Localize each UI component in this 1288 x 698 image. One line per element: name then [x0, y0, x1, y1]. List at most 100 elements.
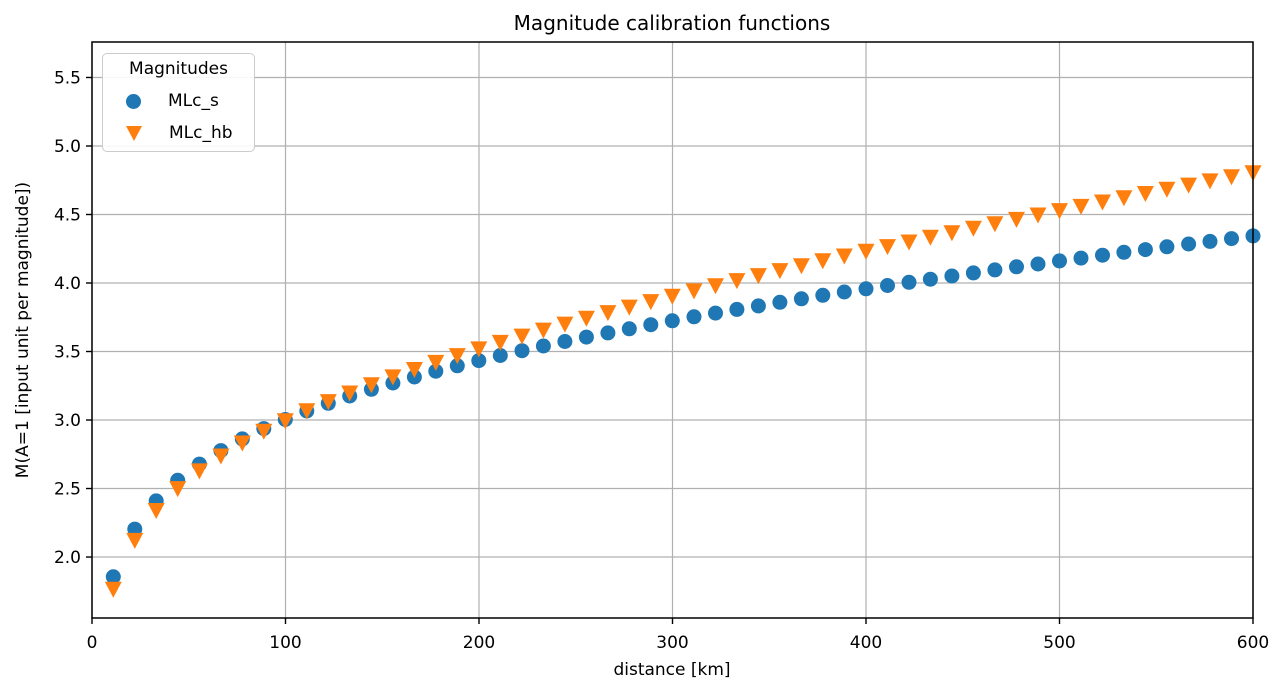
data-point-mlc-hb	[792, 258, 810, 275]
data-point-mlc-s	[1181, 236, 1197, 252]
y-tick-label: 5.5	[54, 68, 81, 88]
data-point-mlc-s	[449, 358, 465, 374]
data-point-mlc-hb	[707, 278, 724, 295]
data-point-mlc-s	[815, 287, 831, 303]
x-tick-label: 600	[1237, 633, 1269, 653]
y-tick-label: 4.5	[54, 205, 81, 225]
data-point-mlc-hb	[362, 377, 380, 394]
x-axis-label: distance [km]	[613, 660, 731, 680]
circle-marker-icon	[126, 93, 141, 109]
data-point-mlc-hb	[857, 243, 875, 260]
y-tick-label: 3.0	[54, 411, 81, 431]
data-point-mlc-hb	[298, 403, 316, 420]
y-tick-label: 3.5	[54, 343, 81, 363]
legend-item-mlc-hb: MLc_hb	[103, 117, 254, 149]
data-point-mlc-hb	[1008, 211, 1025, 228]
data-point-mlc-s	[1095, 247, 1110, 263]
data-point-mlc-hb	[1072, 198, 1090, 215]
data-point-mlc-s	[729, 301, 745, 317]
data-point-mlc-hb	[900, 234, 918, 251]
x-tick-label: 0	[87, 633, 98, 653]
chart-title: Magnitude calibration functions	[513, 11, 831, 35]
data-point-mlc-hb	[814, 253, 832, 270]
data-point-mlc-hb	[534, 322, 552, 339]
data-point-mlc-hb	[448, 348, 466, 365]
y-tick-label: 2.5	[54, 480, 81, 500]
data-point-mlc-hb	[341, 385, 359, 402]
data-point-mlc-s	[772, 294, 788, 310]
data-point-mlc-hb	[835, 248, 853, 265]
y-tick-label: 5.0	[54, 137, 81, 157]
data-point-mlc-s	[557, 334, 573, 349]
data-point-mlc-s	[922, 271, 938, 287]
data-point-mlc-s	[664, 313, 680, 329]
x-tick-label: 300	[656, 633, 688, 653]
triangle-down-marker-icon	[126, 125, 142, 141]
data-point-mlc-hb	[986, 216, 1004, 233]
data-point-mlc-hb	[1136, 186, 1154, 202]
data-point-mlc-s	[535, 338, 551, 354]
x-tick-label: 400	[850, 633, 882, 653]
data-point-mlc-s	[708, 305, 723, 321]
data-point-mlc-s	[1073, 250, 1089, 266]
data-point-mlc-s	[1202, 233, 1218, 249]
data-point-mlc-hb	[921, 229, 939, 246]
data-point-mlc-hb	[190, 463, 208, 480]
data-point-mlc-hb	[728, 273, 746, 290]
data-point-mlc-s	[428, 363, 444, 379]
data-point-mlc-s	[686, 309, 702, 325]
data-point-mlc-s	[1224, 231, 1239, 247]
data-point-mlc-hb	[470, 341, 488, 358]
data-point-mlc-s	[1116, 244, 1132, 260]
legend-label-mlc-hb: MLc_hb	[169, 123, 233, 143]
data-point-mlc-hb	[104, 581, 122, 598]
data-point-mlc-hb	[599, 305, 617, 322]
data-point-mlc-hb	[384, 369, 402, 386]
legend-item-mlc-s: MLc_s	[103, 85, 254, 117]
data-point-mlc-hb	[642, 294, 660, 311]
data-point-mlc-hb	[1029, 207, 1047, 224]
data-point-mlc-s	[965, 265, 981, 281]
data-point-mlc-hb	[126, 532, 144, 549]
data-point-mlc-s	[858, 281, 874, 297]
y-tick-label: 4.0	[54, 274, 81, 294]
data-point-mlc-hb	[577, 310, 595, 327]
data-point-mlc-s	[514, 343, 530, 359]
data-point-mlc-hb	[771, 263, 789, 280]
data-point-mlc-s	[643, 317, 659, 333]
data-point-mlc-hb	[1223, 169, 1240, 186]
data-point-mlc-s	[621, 321, 637, 337]
data-point-mlc-hb	[1158, 181, 1176, 198]
legend: Magnitudes MLc_s MLc_hb	[102, 53, 255, 152]
data-point-mlc-hb	[319, 394, 337, 411]
x-tick-label: 100	[269, 633, 301, 653]
data-point-mlc-hb	[427, 354, 445, 371]
data-point-mlc-hb	[1115, 190, 1133, 207]
data-point-mlc-hb	[1201, 173, 1219, 190]
data-point-mlc-hb	[212, 448, 230, 465]
data-point-mlc-hb	[749, 268, 767, 285]
data-point-mlc-s	[750, 298, 766, 314]
data-point-mlc-s	[471, 353, 487, 369]
data-point-mlc-hb	[513, 328, 531, 345]
data-point-mlc-s	[793, 291, 809, 307]
data-point-mlc-s	[880, 278, 895, 293]
data-point-mlc-hb	[943, 225, 961, 242]
data-point-mlc-s	[127, 521, 143, 537]
data-point-mlc-s	[105, 569, 121, 585]
data-point-mlc-hb	[233, 435, 251, 452]
data-point-mlc-s	[492, 348, 508, 363]
data-point-mlc-s	[944, 268, 960, 284]
data-point-mlc-s	[1052, 253, 1067, 269]
data-point-mlc-hb	[663, 288, 681, 305]
data-point-mlc-s	[901, 274, 917, 290]
data-point-mlc-s	[1009, 259, 1024, 275]
data-point-mlc-hb	[1094, 194, 1111, 211]
data-point-mlc-hb	[276, 413, 294, 430]
data-point-mlc-hb	[1051, 203, 1068, 220]
data-point-mlc-hb	[879, 239, 896, 256]
x-tick-label: 200	[463, 633, 495, 653]
data-point-mlc-s	[600, 325, 616, 341]
